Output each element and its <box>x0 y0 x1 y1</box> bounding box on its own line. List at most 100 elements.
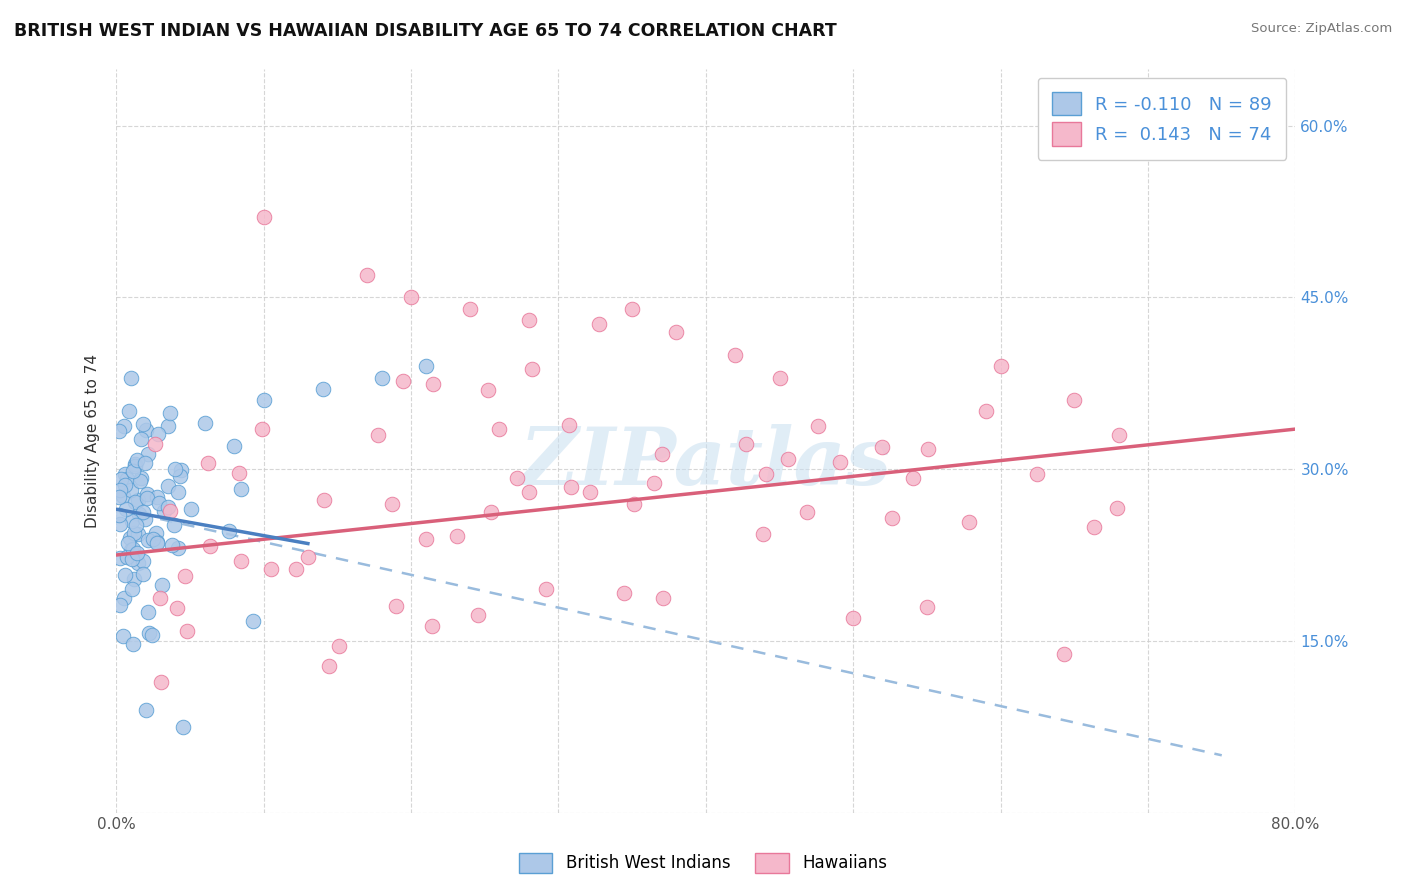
Point <box>131 566 153 581</box>
Point <box>643 475 665 490</box>
Point <box>974 403 997 417</box>
Point <box>122 465 145 479</box>
Point <box>153 504 176 518</box>
Point <box>142 532 165 546</box>
Point <box>828 454 851 468</box>
Point <box>253 393 276 408</box>
Point <box>121 582 143 596</box>
Point <box>477 383 499 397</box>
Point <box>842 611 865 625</box>
Legend: British West Indians, Hawaiians: British West Indians, Hawaiians <box>512 847 894 880</box>
Point <box>108 517 131 532</box>
Point <box>135 423 157 437</box>
Point <box>520 362 543 376</box>
Point <box>1083 520 1105 534</box>
Point <box>121 542 143 557</box>
Point <box>385 599 408 613</box>
Point <box>136 491 159 505</box>
Point <box>613 586 636 600</box>
Point <box>112 591 135 606</box>
Point <box>169 469 191 483</box>
Point <box>415 359 437 373</box>
Point <box>1053 647 1076 661</box>
Text: ZIPatlas: ZIPatlas <box>520 424 891 501</box>
Point <box>149 591 172 605</box>
Point <box>751 527 773 541</box>
Point <box>297 550 319 565</box>
Text: BRITISH WEST INDIAN VS HAWAIIAN DISABILITY AGE 65 TO 74 CORRELATION CHART: BRITISH WEST INDIAN VS HAWAIIAN DISABILI… <box>14 22 837 40</box>
Point <box>990 359 1012 373</box>
Text: Source: ZipAtlas.com: Source: ZipAtlas.com <box>1251 22 1392 36</box>
Point <box>228 466 250 480</box>
Point <box>120 543 142 558</box>
Point <box>166 601 188 615</box>
Point <box>117 536 139 550</box>
Point <box>917 442 939 457</box>
Point <box>170 462 193 476</box>
Point <box>110 471 132 485</box>
Point <box>422 376 444 391</box>
Point <box>250 422 273 436</box>
Point <box>399 290 422 304</box>
Point <box>127 556 149 570</box>
Point <box>138 625 160 640</box>
Point <box>479 505 502 519</box>
Point <box>121 552 143 566</box>
Point <box>129 471 152 485</box>
Point <box>135 702 157 716</box>
Point <box>367 428 389 442</box>
Point <box>218 524 240 539</box>
Point <box>488 422 510 436</box>
Point <box>136 605 159 619</box>
Point <box>381 497 404 511</box>
Point <box>122 636 145 650</box>
Point <box>112 419 135 434</box>
Point <box>167 485 190 500</box>
Point <box>517 485 540 500</box>
Point <box>145 525 167 540</box>
Point <box>231 554 253 568</box>
Point <box>146 490 169 504</box>
Point <box>108 490 131 504</box>
Point <box>108 424 131 438</box>
Point <box>120 483 142 497</box>
Point <box>370 370 392 384</box>
Point <box>724 348 747 362</box>
Point <box>141 628 163 642</box>
Point <box>1063 393 1085 408</box>
Point <box>558 417 581 432</box>
Point <box>651 591 673 605</box>
Point <box>420 619 443 633</box>
Point <box>882 510 904 524</box>
Point <box>160 538 183 552</box>
Point <box>134 512 156 526</box>
Point <box>180 501 202 516</box>
Point <box>132 417 155 432</box>
Point <box>651 447 673 461</box>
Point <box>534 582 557 596</box>
Point <box>560 480 582 494</box>
Point <box>224 439 246 453</box>
Point <box>1108 427 1130 442</box>
Point <box>198 540 221 554</box>
Point <box>120 532 142 546</box>
Point <box>108 598 131 612</box>
Point <box>957 515 980 529</box>
Point <box>392 374 415 388</box>
Point <box>114 568 136 582</box>
Point <box>768 370 790 384</box>
Point <box>312 493 335 508</box>
Point <box>127 492 149 507</box>
Point <box>915 599 938 614</box>
Legend: R = -0.110   N = 89, R =  0.143   N = 74: R = -0.110 N = 89, R = 0.143 N = 74 <box>1038 78 1286 160</box>
Point <box>117 472 139 486</box>
Point <box>807 418 830 433</box>
Point <box>870 440 893 454</box>
Point <box>229 482 252 496</box>
Point <box>150 674 173 689</box>
Point <box>148 427 170 442</box>
Point <box>108 550 131 565</box>
Point <box>115 502 138 516</box>
Point <box>467 607 489 622</box>
Point <box>108 483 131 497</box>
